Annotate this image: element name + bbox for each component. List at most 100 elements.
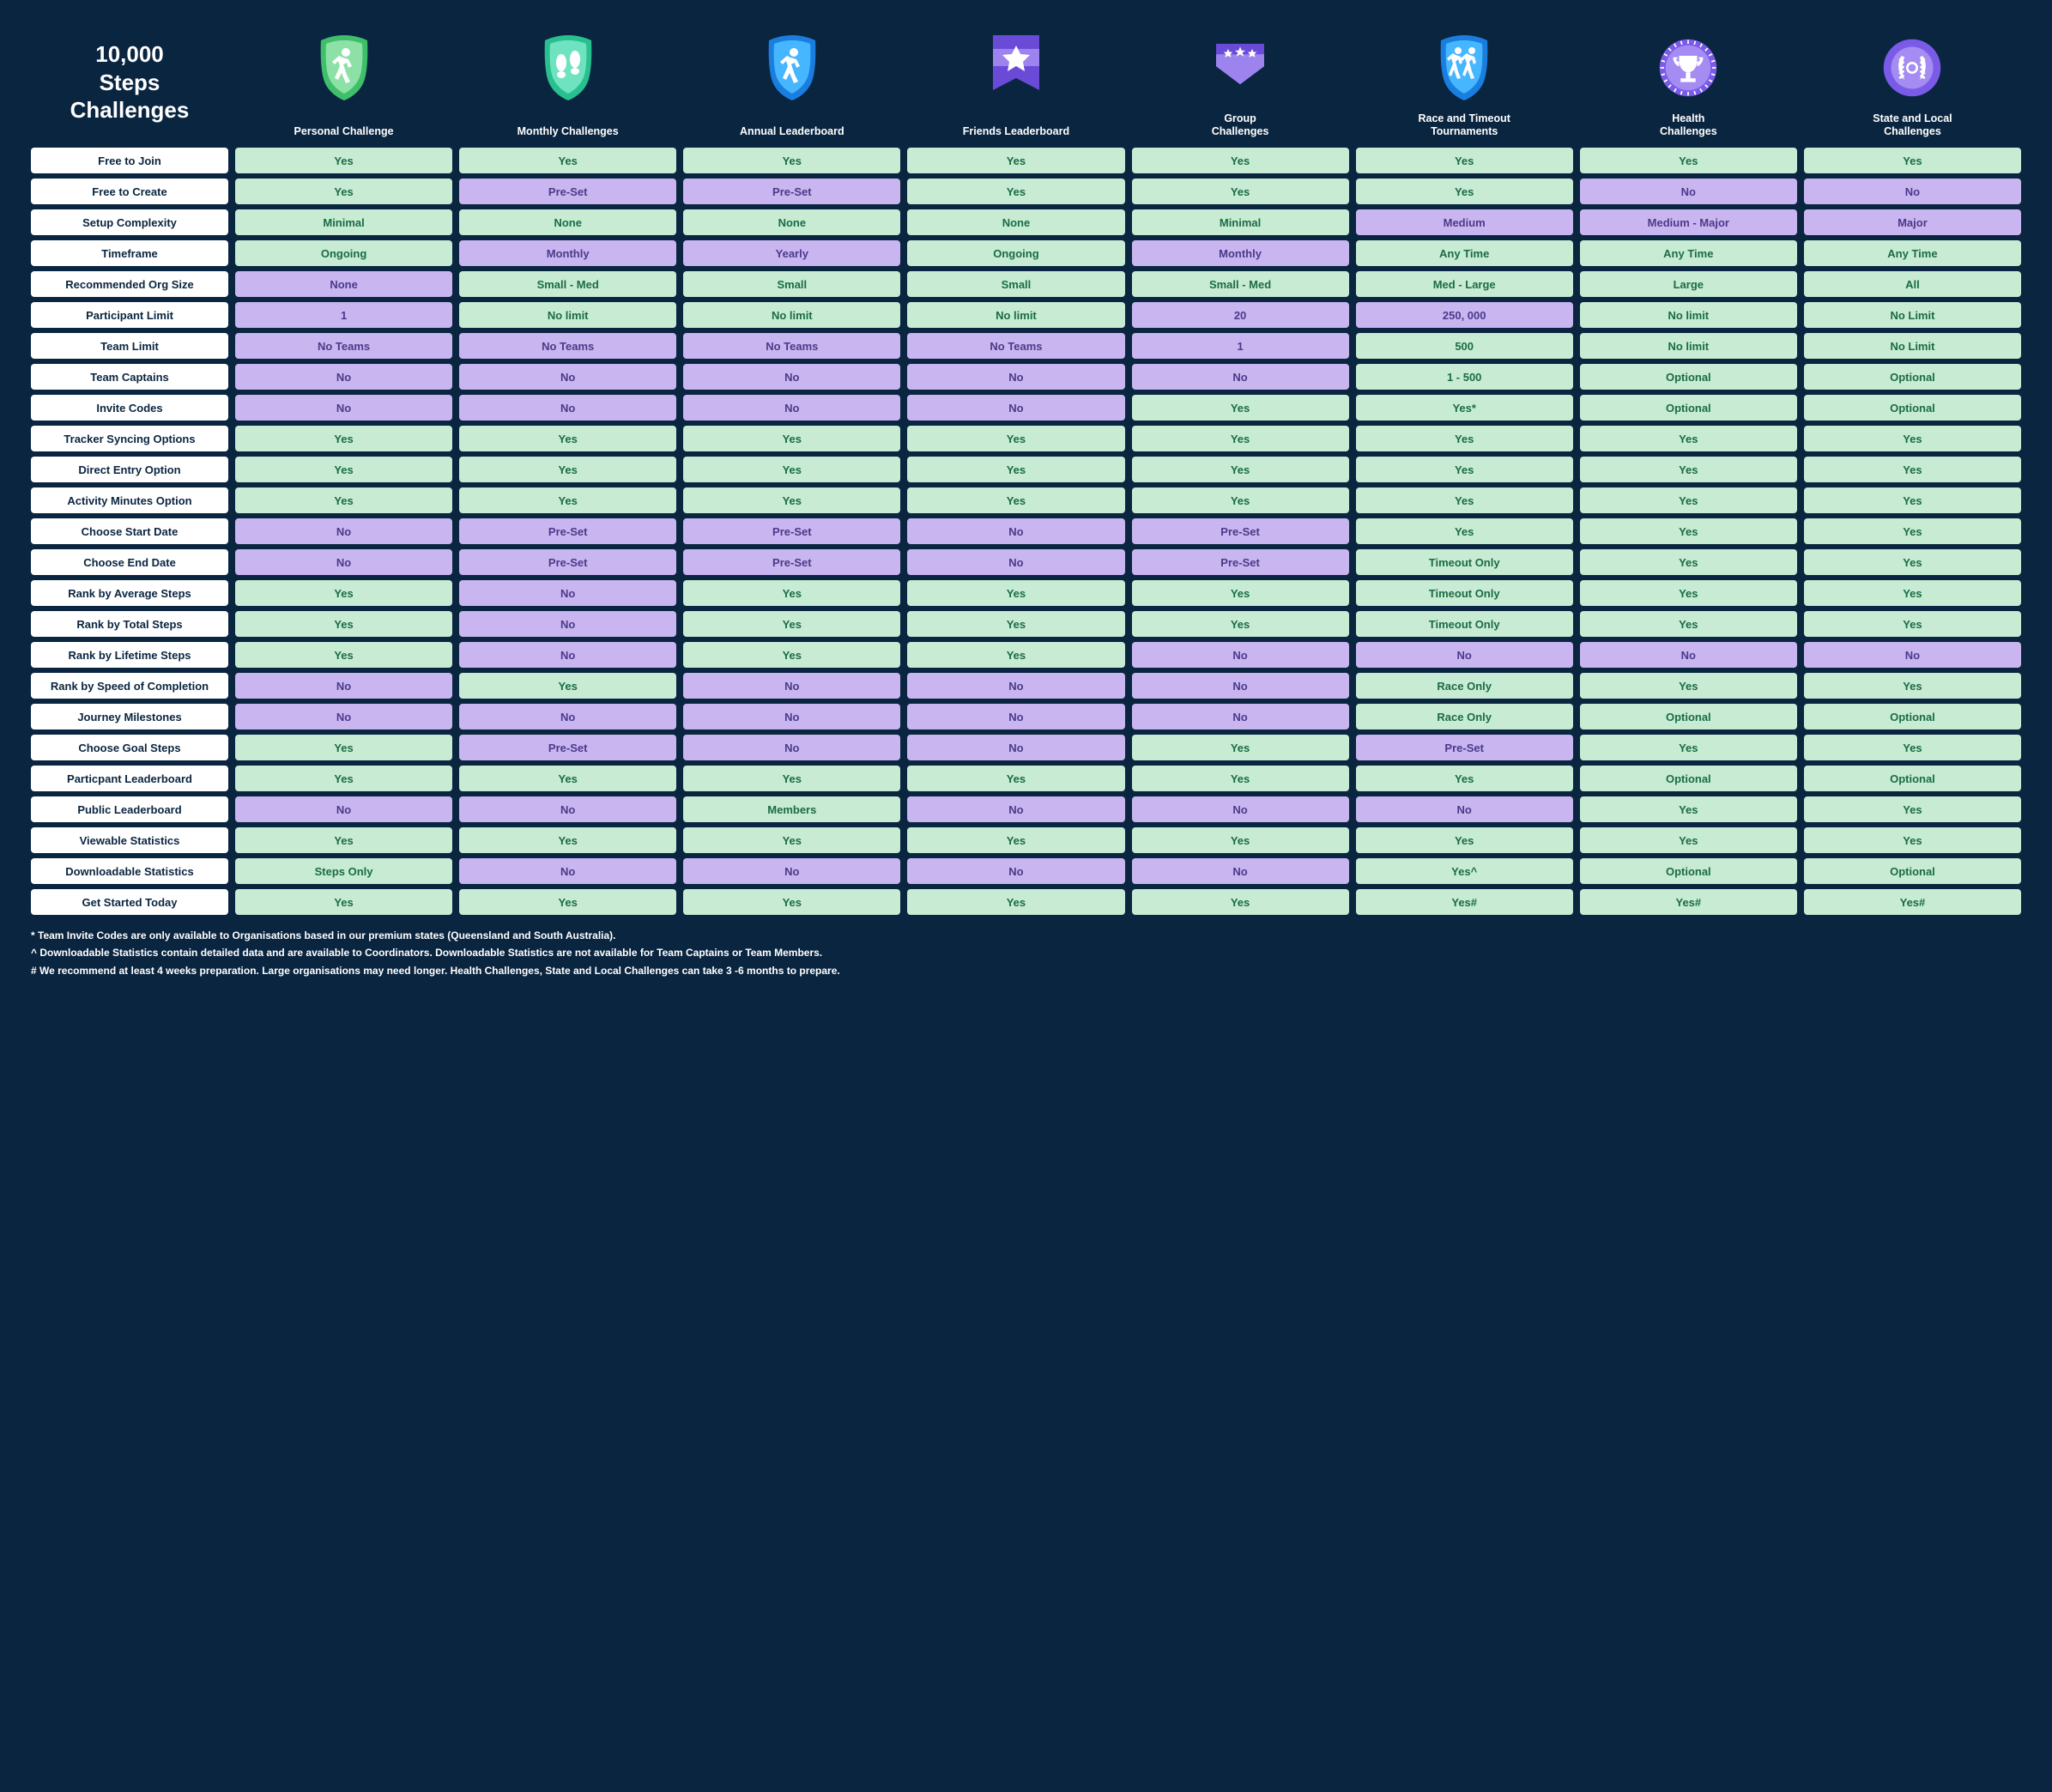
walker-shield-blue-icon [762,31,822,105]
column-label: GroupChallenges [1212,112,1269,139]
table-cell: Yes [1132,889,1349,915]
table-cell: Members [683,796,900,822]
table-cell: No [683,858,900,884]
table-cell: Yes [1356,487,1573,513]
table-cell: No [235,518,452,544]
table-cell: No [459,364,676,390]
table-cell: No [1132,796,1349,822]
table-cell: 500 [1356,333,1573,359]
row-label: Rank by Lifetime Steps [31,642,228,668]
row-label: Rank by Speed of Completion [31,673,228,699]
row-label: Direct Entry Option [31,457,228,482]
row-label: Free to Join [31,148,228,173]
table-cell: Medium [1356,209,1573,235]
table-cell: Yes [1132,179,1349,204]
table-cell: No [1804,642,2021,668]
table-cell: None [235,271,452,297]
table-cell: Optional [1804,395,2021,421]
table-cell: Medium - Major [1580,209,1797,235]
table-cell: Timeout Only [1356,549,1573,575]
table-cell: 1 - 500 [1356,364,1573,390]
table-cell: Large [1580,271,1797,297]
table-cell: Yes [459,457,676,482]
row-label: Timeframe [31,240,228,266]
column-header: Annual Leaderboard [683,31,900,142]
table-cell: Any Time [1580,240,1797,266]
table-cell: No limit [459,302,676,328]
table-cell: Yes [459,426,676,451]
table-cell: Yes [235,426,452,451]
table-cell: No [1580,179,1797,204]
table-cell: Pre-Set [1132,549,1349,575]
row-label: Team Limit [31,333,228,359]
row-label: Journey Milestones [31,704,228,730]
column-label: State and LocalChallenges [1873,112,1952,139]
table-cell: 250, 000 [1356,302,1573,328]
table-cell: No limit [1580,333,1797,359]
table-cell: Yes [1804,611,2021,637]
footnote-line: * Team Invite Codes are only available t… [31,927,2021,944]
table-cell: Yes [683,889,900,915]
table-cell: Yes [1804,735,2021,760]
comparison-table: 10,000StepsChallenges Personal Challenge… [17,17,2035,993]
table-cell: Yes# [1580,889,1797,915]
table-cell: Yes [683,580,900,606]
row-label: Particpant Leaderboard [31,766,228,791]
row-label: Public Leaderboard [31,796,228,822]
table-cell: No [1132,642,1349,668]
table-cell: No limit [683,302,900,328]
table-cell: No [235,395,452,421]
table-cell: Pre-Set [683,549,900,575]
row-label: Choose End Date [31,549,228,575]
row-label: Get Started Today [31,889,228,915]
table-cell: Yes [235,611,452,637]
table-cell: Yes [1804,487,2021,513]
column-header: GroupChallenges [1132,31,1349,142]
footnote-line: # We recommend at least 4 weeks preparat… [31,962,2021,979]
table-cell: Yes [1804,457,2021,482]
table-cell: Steps Only [235,858,452,884]
row-label: Recommended Org Size [31,271,228,297]
table-cell: No Teams [459,333,676,359]
table-cell: No [683,395,900,421]
table-cell: Yes [1804,426,2021,451]
table-cell: None [907,209,1124,235]
row-label: Participant Limit [31,302,228,328]
table-cell: Yes [1132,580,1349,606]
trophy-circle-purple-icon [1658,31,1718,105]
table-cell: Yes [1356,766,1573,791]
row-label: Downloadable Statistics [31,858,228,884]
table-cell: No Limit [1804,302,2021,328]
table-cell: Yes [1580,796,1797,822]
table-cell: Small [683,271,900,297]
table-cell: Optional [1580,395,1797,421]
table-cell: None [683,209,900,235]
table-cell: Pre-Set [1356,735,1573,760]
table-cell: No [907,518,1124,544]
table-cell: No [907,704,1124,730]
table-cell: No [1804,179,2021,204]
table-cell: No [235,364,452,390]
table-cell: No [235,549,452,575]
table-cell: Pre-Set [459,735,676,760]
table-cell: No limit [907,302,1124,328]
column-header: Personal Challenge [235,31,452,142]
table-cell: Ongoing [235,240,452,266]
table-cell: Small - Med [1132,271,1349,297]
table-cell: Any Time [1356,240,1573,266]
table-cell: No Teams [907,333,1124,359]
table-cell: No [1132,858,1349,884]
table-cell: Timeout Only [1356,580,1573,606]
table-cell: Yes [1356,518,1573,544]
row-label: Setup Complexity [31,209,228,235]
table-cell: No [1132,364,1349,390]
column-header: Monthly Challenges [459,31,676,142]
column-header: Race and TimeoutTournaments [1356,31,1573,142]
table-cell: No [1132,704,1349,730]
table-cell: Yes* [1356,395,1573,421]
table-cell: Yes [459,827,676,853]
table-cell: Yes [235,148,452,173]
row-label: Tracker Syncing Options [31,426,228,451]
column-label: Friends Leaderboard [963,112,1069,139]
row-label: Choose Goal Steps [31,735,228,760]
